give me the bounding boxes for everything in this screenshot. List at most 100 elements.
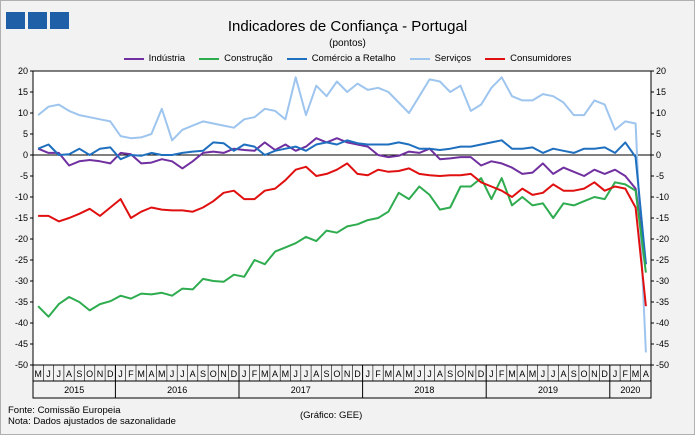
x-tick-label-year: 2017	[291, 385, 311, 395]
x-tick-label-month: A	[190, 369, 196, 379]
chart-legend: Indústria Construção Comércio a Retalho …	[0, 53, 695, 64]
y-tick-label-left: -25	[15, 255, 28, 265]
plot-frame	[32, 70, 652, 399]
x-tick-label-month: J	[613, 369, 618, 379]
x-tick-label-month: J	[417, 369, 422, 379]
x-tick-label-month: A	[272, 369, 278, 379]
x-tick-label-month: J	[293, 369, 298, 379]
legend-item-construcao: Construção	[199, 53, 273, 64]
x-tick-label-year: 2020	[620, 385, 640, 395]
legend-label-industria: Indústria	[148, 53, 186, 64]
x-tick-label-month: A	[519, 369, 525, 379]
chart-subtitle: (pontos)	[329, 38, 366, 49]
x-tick-label-month: M	[261, 369, 269, 379]
y-tick-label-left: -40	[15, 318, 28, 328]
plot-area	[33, 71, 651, 365]
y-tick-label-left: -20	[15, 234, 28, 244]
x-tick-label-month: J	[427, 369, 432, 379]
x-tick-label-month: O	[581, 369, 588, 379]
x-tick-label-month: M	[137, 369, 145, 379]
x-tick-label-month: O	[210, 369, 217, 379]
legend-item-comercio: Comércio a Retalho	[286, 53, 396, 64]
y-tick-label-left: -35	[15, 297, 28, 307]
y-tick-label-left: 0	[23, 150, 28, 160]
x-tick-label-month: D	[231, 369, 238, 379]
x-tick-label-month: A	[560, 369, 566, 379]
legend-swatch-construcao	[199, 57, 220, 60]
x-tick-label-month: O	[333, 369, 340, 379]
x-tick-label-month: F	[252, 369, 258, 379]
x-tick-label-month: M	[385, 369, 393, 379]
x-tick-label-month: A	[66, 369, 72, 379]
x-tick-label-month: J	[366, 369, 371, 379]
x-tick-label-month: M	[282, 369, 290, 379]
logo-square-1	[6, 12, 25, 29]
x-tick-label-month: M	[158, 369, 166, 379]
legend-item-industria: Indústria	[123, 53, 186, 64]
x-tick-label-month: J	[180, 369, 185, 379]
series-line-comercio	[37, 139, 647, 265]
legend-swatch-servicos	[409, 57, 430, 60]
series-line-industria	[37, 137, 647, 265]
x-tick-label-month: A	[313, 369, 319, 379]
x-tick-label-month: F	[375, 369, 381, 379]
x-tick-label-month: A	[437, 369, 443, 379]
x-tick-label-month: N	[97, 369, 104, 379]
x-tick-label-month: J	[170, 369, 175, 379]
x-tick-label-month: S	[447, 369, 453, 379]
x-tick-label-month: M	[632, 369, 640, 379]
x-tick-label-month: F	[623, 369, 629, 379]
y-tick-label-right: -40	[656, 318, 669, 328]
x-tick-label-month: O	[86, 369, 93, 379]
y-tick-label-right: 20	[656, 66, 666, 76]
x-tick-label-month: A	[643, 369, 649, 379]
y-tick-label-left: -10	[15, 192, 28, 202]
series-line-servicos	[37, 76, 647, 353]
y-tick-label-right: 0	[656, 150, 661, 160]
x-tick-label-year: 2019	[538, 385, 558, 395]
x-tick-label-month: N	[591, 369, 598, 379]
legend-label-consumidores: Consumidores	[510, 53, 572, 64]
x-tick-label-month: J	[541, 369, 546, 379]
x-tick-label-month: M	[405, 369, 413, 379]
x-tick-label-month: J	[489, 369, 494, 379]
x-tick-label-month: M	[529, 369, 537, 379]
legend-swatch-industria	[123, 57, 144, 60]
x-tick-label-month: J	[57, 369, 62, 379]
x-tick-label-month: J	[242, 369, 247, 379]
legend-swatch-consumidores	[485, 57, 506, 60]
x-tick-label-month: D	[107, 369, 114, 379]
x-tick-label-month: O	[457, 369, 464, 379]
x-tick-label-month: J	[304, 369, 309, 379]
x-tick-label-month: S	[200, 369, 206, 379]
legend-item-consumidores: Consumidores	[485, 53, 571, 64]
y-tick-label-left: 20	[18, 66, 28, 76]
legend-label-comercio: Comércio a Retalho	[311, 53, 396, 64]
y-tick-label-right: -30	[656, 276, 669, 286]
x-tick-label-month: M	[508, 369, 516, 379]
y-tick-label-left: 5	[23, 129, 28, 139]
y-tick-label-left: -45	[15, 339, 28, 349]
x-tick-label-month: J	[46, 369, 51, 379]
y-tick-label-left: -50	[15, 360, 28, 370]
x-tick-label-month: N	[220, 369, 227, 379]
x-tick-label-month: J	[118, 369, 123, 379]
series-line-consumidores	[38, 162, 647, 307]
y-tick-label-left: -5	[20, 171, 28, 181]
y-tick-label-left: 10	[18, 108, 28, 118]
x-tick-label-month: D	[601, 369, 608, 379]
x-tick-label-month: F	[128, 369, 134, 379]
y-tick-label-left: 15	[18, 87, 28, 97]
y-tick-label-right: -50	[656, 360, 669, 370]
x-tick-label-month: F	[499, 369, 505, 379]
y-tick-label-right: -5	[656, 171, 664, 181]
source-note: Fonte: Comissão Europeia	[8, 405, 121, 416]
y-tick-label-right: -25	[656, 255, 669, 265]
logo-square-3	[50, 12, 69, 29]
y-tick-label-right: 5	[656, 129, 661, 139]
x-tick-label-month: D	[354, 369, 361, 379]
y-tick-label-right: -10	[656, 192, 669, 202]
legend-item-servicos: Serviços	[409, 53, 471, 64]
x-tick-label-month: J	[551, 369, 556, 379]
